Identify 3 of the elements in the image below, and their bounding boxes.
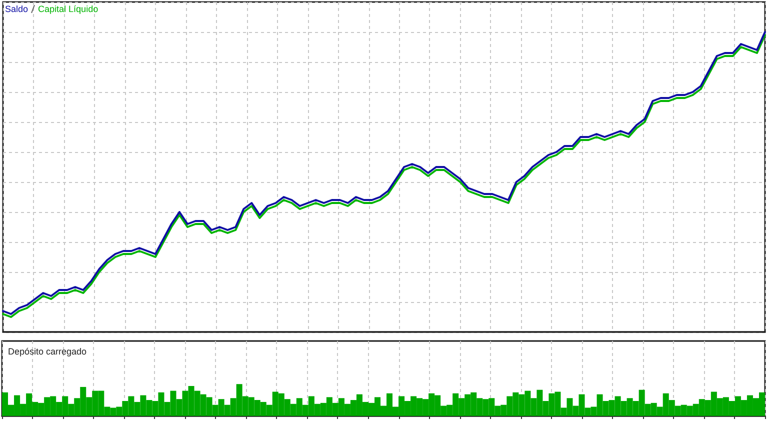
text: Saldo — [5, 4, 28, 14]
text: Capital Líquido — [38, 4, 98, 14]
chart-title: Depósito carregado — [8, 346, 87, 356]
